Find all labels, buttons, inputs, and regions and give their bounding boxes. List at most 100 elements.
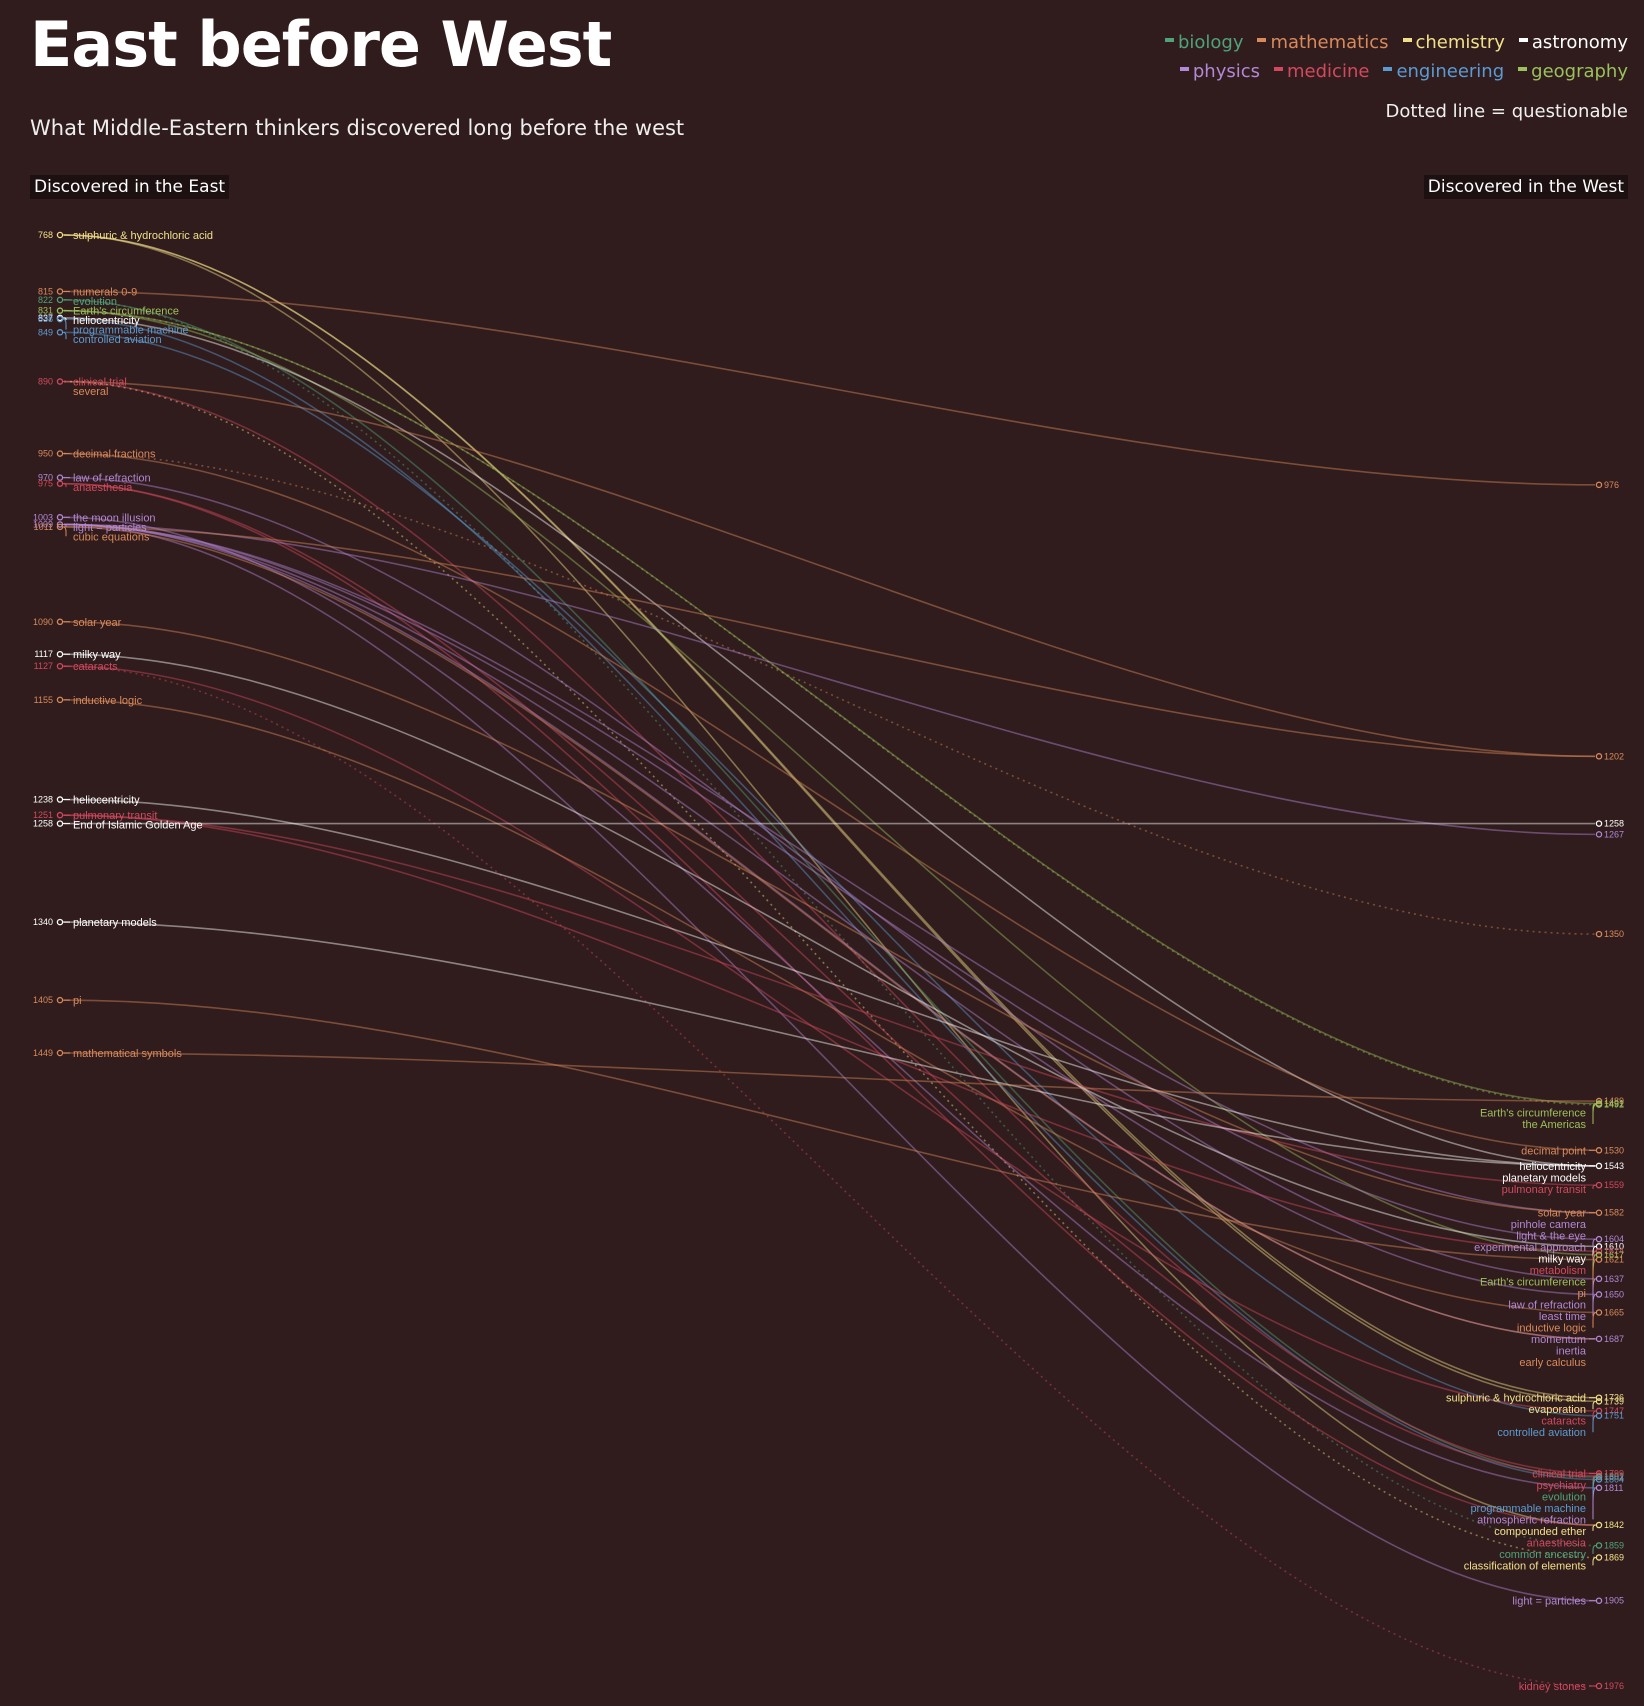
link-line (63, 476, 1596, 1280)
west-year-dot (1595, 1162, 1603, 1170)
link-line (63, 665, 1596, 1412)
east-discovery-label: programmable machine (73, 325, 189, 337)
west-discovery-label: common ancestry (1499, 1549, 1586, 1561)
legend-item-engineering: engineering (1383, 61, 1504, 82)
link-line (63, 620, 1596, 1214)
west-year-label: 1614 (1604, 1246, 1624, 1256)
east-year-dot (56, 618, 64, 626)
west-year-label: 1489 (1604, 1096, 1624, 1106)
east-year-label: 1009 (33, 519, 53, 529)
west-discovery-label: controlled aviation (1497, 1427, 1586, 1439)
west-year-label: 1665 (1604, 1307, 1624, 1317)
west-discovery-label: heliocentricity (1519, 1161, 1586, 1173)
east-year-dot (56, 521, 64, 528)
west-discovery-label: metabolism (1530, 1265, 1586, 1277)
legend-label: engineering (1396, 61, 1505, 82)
west-discovery-label: solar year (1538, 1208, 1587, 1220)
west-year-dot (1595, 1256, 1603, 1263)
west-year-dot (1595, 1335, 1603, 1343)
west-label-connector (1592, 1245, 1597, 1259)
west-year-label: 1687 (1604, 1334, 1624, 1344)
east-discovery-label: law of refraction (73, 473, 151, 485)
east-year-label: 1405 (33, 995, 53, 1005)
west-year-dot (1595, 831, 1603, 838)
link-line (63, 234, 1596, 1526)
east-year-dot (56, 996, 64, 1004)
west-year-label: 1905 (1604, 1596, 1624, 1606)
east-year-dot (56, 662, 64, 670)
east-year-label: 1340 (33, 917, 53, 927)
link-line (63, 814, 1596, 1186)
east-year-label: 1238 (33, 795, 53, 805)
link-line (63, 526, 1596, 1340)
link-line (63, 523, 1596, 1240)
west-year-dot (1595, 481, 1603, 489)
west-discovery-label: the Americas (1522, 1119, 1586, 1131)
west-year-label: 976 (1604, 480, 1619, 490)
west-discovery-label: clinical trial (1532, 1468, 1586, 1480)
legend-item-mathematics: mathematics (1257, 32, 1389, 53)
west-year-dot (1595, 1291, 1603, 1298)
east-discovery-label: cubic equations (73, 531, 150, 543)
east-discovery-label: pi (73, 995, 82, 1007)
east-discovery-label: light = particles (73, 522, 147, 534)
east-year-dot (56, 650, 64, 658)
east-year-dot (56, 480, 64, 487)
west-year-dot (1595, 1682, 1603, 1690)
east-year-label: 950 (38, 449, 53, 459)
east-discovery-label: numerals 0-9 (73, 286, 137, 298)
legend-item-medicine: medicine (1274, 61, 1369, 82)
west-year-label: 1492 (1604, 1100, 1624, 1110)
legend-label: geography (1531, 61, 1628, 82)
link-line (63, 452, 1596, 935)
legend-swatch (1164, 37, 1174, 42)
west-label-connector (1592, 1278, 1597, 1305)
link-line (63, 234, 1596, 1399)
east-discovery-label: cataracts (73, 661, 118, 673)
east-label-connector (62, 331, 67, 340)
west-column-heading: Discovered in the West (1423, 175, 1628, 199)
west-label-connector (1592, 1556, 1597, 1566)
west-discovery-label: decimal point (1521, 1145, 1586, 1157)
west-discovery-label: pulmonary transit (1502, 1184, 1586, 1196)
west-year-label: 1751 (1604, 1411, 1624, 1421)
east-year-dot (56, 1049, 64, 1057)
east-discovery-label: anaesthesia (73, 482, 133, 494)
west-discovery-label: anaesthesia (1527, 1537, 1587, 1549)
west-year-label: 1650 (1604, 1289, 1624, 1299)
link-line (63, 523, 1596, 1296)
link-line (63, 516, 1596, 1489)
east-label-connector (62, 526, 67, 537)
east-year-dot (56, 231, 64, 239)
west-discovery-label: light = particles (1512, 1596, 1586, 1608)
east-year-label: 838 (38, 314, 53, 324)
east-discovery-label: evolution (73, 296, 117, 308)
link-line (63, 234, 1596, 1403)
west-label-connector (1592, 1415, 1597, 1433)
west-discovery-label: pinhole camera (1511, 1219, 1587, 1231)
legend-swatch (1274, 66, 1284, 71)
east-year-label: 1251 (33, 810, 53, 820)
link-line (63, 526, 1596, 758)
west-year-label: 1736 (1604, 1393, 1624, 1403)
west-label-connector (1592, 1184, 1597, 1189)
west-year-dot (1595, 1542, 1603, 1549)
west-label-connector (1592, 1238, 1597, 1248)
legend-swatch (1179, 66, 1189, 71)
west-label-connector (1592, 1259, 1597, 1294)
east-discovery-label: pulmonary transit (73, 810, 157, 822)
legend-label: medicine (1287, 61, 1370, 82)
east-year-label: 970 (38, 473, 53, 483)
east-discovery-label: heliocentricity (73, 795, 140, 807)
west-year-label: 1491 (1604, 1098, 1624, 1108)
east-label-connector (62, 317, 67, 321)
west-label-connector (1592, 1544, 1597, 1554)
east-year-label: 1003 (33, 512, 53, 522)
link-line (63, 299, 1596, 1478)
west-discovery-label: atmospheric refraction (1477, 1514, 1586, 1526)
legend-item-chemistry: chemistry (1402, 32, 1505, 53)
link-line (63, 299, 1596, 1547)
link-line (63, 482, 1596, 1526)
west-discovery-label: milky way (1538, 1254, 1586, 1266)
west-year-label: 1799 (1604, 1468, 1624, 1478)
